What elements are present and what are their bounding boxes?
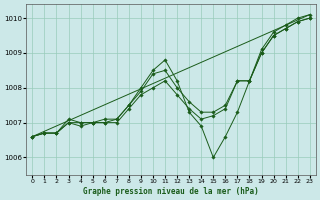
X-axis label: Graphe pression niveau de la mer (hPa): Graphe pression niveau de la mer (hPa) (83, 187, 259, 196)
